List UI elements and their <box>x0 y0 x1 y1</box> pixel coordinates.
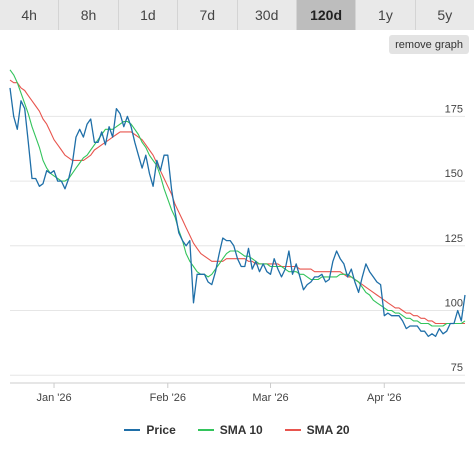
legend-swatch <box>197 429 214 431</box>
chart-series <box>9 69 466 338</box>
remove-graph-button[interactable]: remove graph <box>389 35 469 54</box>
chart-legend: Price SMA 10 SMA 20 <box>0 420 474 440</box>
time-range-tabs: 4h 8h 1d 7d 30d 120d 1y 5y <box>0 0 474 30</box>
price-chart: 75 100 125 150 175 Jan '26 Feb '26 Mar '26 Apr … <box>9 69 466 404</box>
y-tick-label: 150 <box>445 168 463 180</box>
tab-8h[interactable]: 8h <box>59 0 119 30</box>
series-line-sma-10 <box>9 69 466 327</box>
series-line-price <box>9 87 466 338</box>
y-tick-label: 125 <box>445 233 463 245</box>
chart-grid <box>10 115 465 376</box>
legend-item[interactable]: SMA 10 <box>197 423 263 437</box>
x-tick-label: Apr '26 <box>367 392 402 404</box>
legend-swatch <box>284 429 301 431</box>
tab-1y[interactable]: 1y <box>356 0 416 30</box>
y-tick-label: 100 <box>445 298 463 310</box>
y-tick-label: 175 <box>445 103 463 115</box>
tab-7d[interactable]: 7d <box>178 0 238 30</box>
legend-label: Price <box>146 423 176 437</box>
tab-30d[interactable]: 30d <box>237 0 297 30</box>
x-axis: Jan '26 Feb '26 Mar '26 Apr '26 <box>10 382 465 404</box>
tab-4h[interactable]: 4h <box>0 0 60 30</box>
legend-item[interactable]: SMA 20 <box>284 423 350 437</box>
y-axis: 75 100 125 150 175 <box>445 103 463 374</box>
legend-item[interactable]: Price <box>124 423 176 437</box>
tab-120d[interactable]: 120d <box>296 0 357 30</box>
x-tick-label: Feb '26 <box>150 392 186 404</box>
legend-label: SMA 20 <box>306 423 350 437</box>
y-tick-label: 75 <box>451 362 463 374</box>
tab-1d[interactable]: 1d <box>118 0 179 30</box>
x-tick-label: Jan '26 <box>36 392 71 404</box>
tab-5y[interactable]: 5y <box>415 0 474 30</box>
legend-swatch <box>124 429 141 431</box>
x-tick-label: Mar '26 <box>252 392 288 404</box>
legend-label: SMA 10 <box>219 423 263 437</box>
